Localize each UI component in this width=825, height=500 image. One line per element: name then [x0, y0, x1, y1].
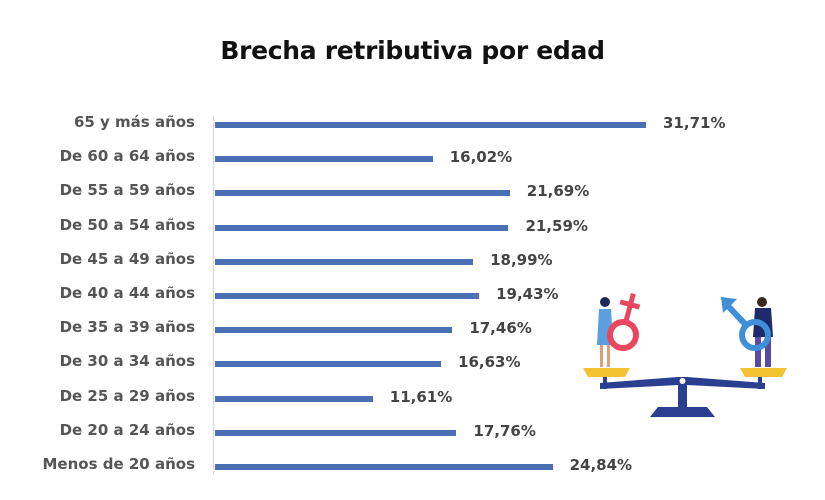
value-label: 18,99% — [490, 250, 553, 269]
value-label: 21,59% — [525, 216, 588, 235]
bar — [215, 395, 373, 402]
bar — [215, 429, 457, 436]
bar-row: De 50 a 54 años 21,59% — [0, 215, 825, 238]
category-label: De 50 a 54 años — [59, 215, 195, 234]
category-label: De 20 a 24 años — [59, 420, 195, 439]
value-label: 19,43% — [496, 285, 559, 303]
bar-row: De 35 a 39 años 17,46% — [0, 318, 825, 340]
bar — [215, 361, 442, 368]
bar-row: De 45 a 49 años 18,99% — [0, 249, 825, 272]
bar-row: De 55 a 59 años 21,69% — [0, 181, 825, 203]
bar — [215, 293, 480, 299]
category-label: De 60 a 64 años — [59, 147, 195, 166]
bar — [215, 327, 453, 334]
bar — [215, 224, 509, 231]
chart-title: Brecha retributiva por edad — [220, 36, 605, 65]
category-label: De 45 a 49 años — [59, 249, 195, 268]
value-label: 16,63% — [458, 353, 521, 372]
category-label: De 30 a 34 años — [59, 352, 195, 371]
category-label: De 55 a 59 años — [59, 181, 195, 200]
bar-row: De 30 a 34 años 16,63% — [0, 352, 825, 374]
value-label: 17,46% — [469, 319, 532, 338]
category-label: 65 y más años — [73, 113, 195, 131]
value-label: 16,02% — [449, 148, 513, 167]
category-label: De 40 a 44 años — [59, 284, 195, 302]
gender-equality-scale-icon — [583, 292, 787, 417]
bar — [215, 258, 474, 265]
bar — [215, 156, 433, 163]
bar-row: Menos de 20 años 24,84% — [0, 455, 825, 477]
bar — [215, 122, 646, 128]
bar-row: 65 y más años 31,71% — [0, 113, 825, 135]
value-label: 17,76% — [473, 421, 536, 440]
value-label: 11,61% — [389, 387, 453, 406]
bar-row: De 40 a 44 años 19,43% — [0, 284, 825, 306]
category-label: De 35 a 39 años — [59, 318, 195, 337]
bar-row: De 60 a 64 años 16,02% — [0, 147, 825, 169]
value-label: 21,69% — [526, 182, 590, 201]
y-axis-line — [213, 116, 214, 474]
value-label: 24,84% — [569, 456, 633, 474]
bar — [215, 464, 553, 470]
value-label: 31,71% — [663, 114, 726, 132]
bar — [215, 190, 510, 197]
bar-row: De 25 a 29 años 11,61% — [0, 386, 825, 409]
category-label: Menos de 20 años — [42, 455, 196, 473]
category-label: De 25 a 29 años — [59, 386, 195, 405]
bar-row: De 20 a 24 años 17,76% — [0, 420, 825, 443]
